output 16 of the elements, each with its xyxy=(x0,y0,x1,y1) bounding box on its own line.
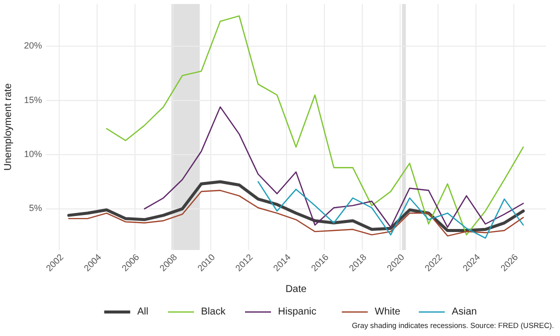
line-series xyxy=(106,15,524,236)
y-tick-label: 15% xyxy=(24,94,42,105)
x-axis-title: Date xyxy=(285,284,307,295)
legend-label: Black xyxy=(201,306,226,318)
legend-label: Asian xyxy=(452,306,477,318)
line-series xyxy=(258,181,524,239)
y-tick-label: 10% xyxy=(24,149,42,160)
line-series xyxy=(67,180,525,232)
legend-label: White xyxy=(374,306,401,318)
y-tick-label: 20% xyxy=(24,40,42,51)
line-series xyxy=(144,106,524,228)
y-axis-title: Unemployment rate xyxy=(3,82,14,171)
legend-label: Hispanic xyxy=(278,306,316,318)
y-tick-label: 5% xyxy=(28,203,42,214)
legend-label: All xyxy=(137,306,148,318)
line-series xyxy=(68,190,524,237)
